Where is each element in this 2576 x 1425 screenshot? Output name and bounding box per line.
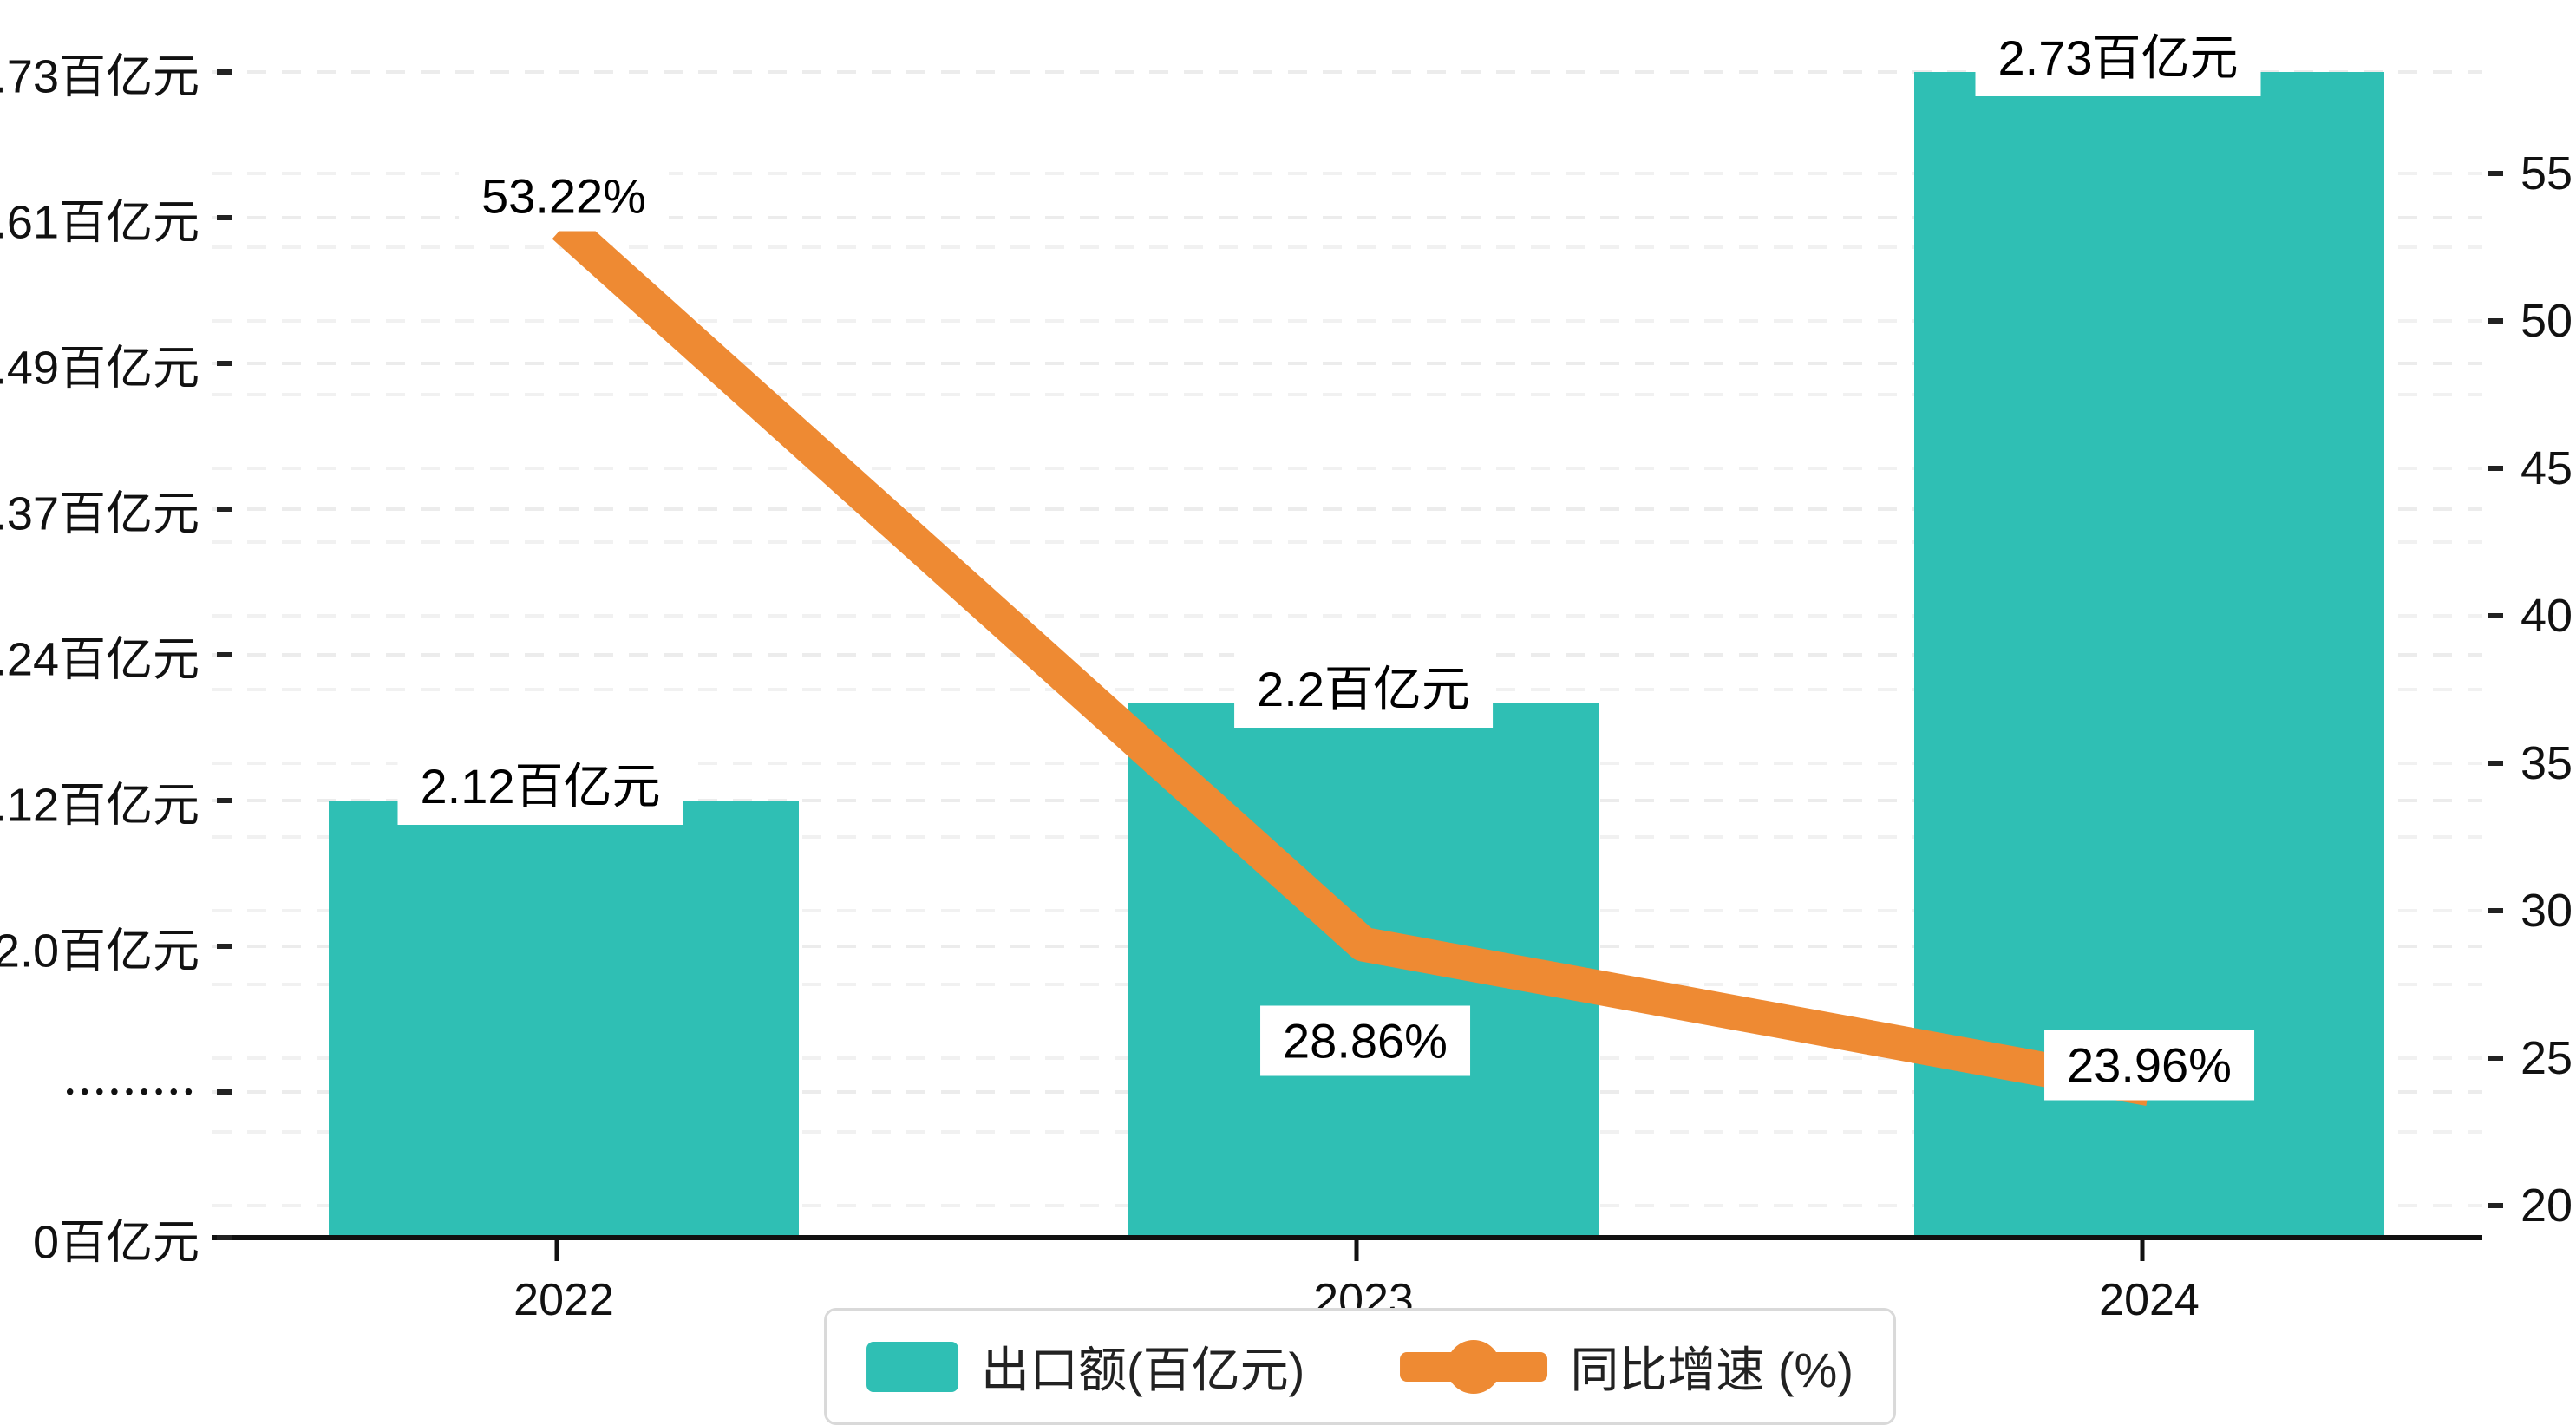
bar-2022[interactable] — [329, 801, 799, 1238]
left-axis-tick-mark — [217, 652, 232, 657]
right-axis-tick-mark — [2488, 1203, 2503, 1208]
left-axis-tick-label: 0百亿元 — [32, 1216, 199, 1269]
left-axis-tick-label: ••••••••• — [66, 1078, 199, 1105]
left-axis-tick-label: 2.37百亿元 — [0, 487, 199, 540]
bar-value-label: 2.73百亿元 — [1975, 12, 2261, 96]
right-axis-tick-mark — [2488, 1056, 2503, 1061]
right-axis-tick-label: 50 — [2520, 295, 2573, 347]
right-axis-tick-label: 25 — [2520, 1032, 2573, 1084]
right-axis-tick-label: 55 — [2520, 147, 2573, 199]
line-value-label: 53.22% — [459, 160, 669, 232]
left-axis-tick-mark — [217, 215, 232, 220]
line-series-icon — [1400, 1339, 1548, 1394]
left-axis-tick-label: 2.0百亿元 — [0, 925, 199, 977]
left-axis-tick-mark — [217, 507, 232, 512]
right-axis-tick-mark — [2488, 171, 2503, 176]
right-axis-tick-mark — [2488, 466, 2503, 471]
left-axis-tick-label: 2.12百亿元 — [0, 779, 199, 832]
right-axis-tick-label: 40 — [2520, 590, 2573, 642]
bar-value-label: 2.2百亿元 — [1234, 644, 1493, 728]
right-axis-tick-mark — [2488, 761, 2503, 766]
right-axis-tick-label: 35 — [2520, 737, 2573, 789]
line-series-dot-icon — [1447, 1339, 1501, 1394]
x-axis-tick-mark — [554, 1240, 559, 1261]
bar-value-label: 2.12百亿元 — [397, 741, 683, 825]
x-axis-tick-mark — [1354, 1240, 1359, 1261]
legend-item-growth[interactable]: 同比增速 (%) — [1400, 1331, 1854, 1402]
legend-label-growth: 同比增速 (%) — [1570, 1343, 1854, 1397]
left-axis-tick-label: 2.49百亿元 — [0, 342, 199, 395]
left-axis-tick-label: 2.24百亿元 — [0, 633, 199, 686]
left-axis-tick-mark — [217, 69, 232, 75]
left-axis-tick-label: 2.61百亿元 — [0, 196, 199, 249]
legend-label-export: 出口额(百亿元) — [981, 1343, 1305, 1397]
line-value-label: 23.96% — [2044, 1030, 2254, 1101]
left-axis-tick-mark — [217, 1235, 232, 1240]
x-axis-label-2024: 2024 — [2099, 1275, 2200, 1325]
x-axis-line — [212, 1235, 2482, 1240]
left-axis-tick-label: 2.73百亿元 — [0, 50, 199, 103]
x-axis-tick-mark — [2140, 1240, 2145, 1261]
bar-series-swatch-icon — [866, 1341, 959, 1392]
legend: 出口额(百亿元) 同比增速 (%) — [824, 1308, 1896, 1425]
left-axis-tick-mark — [217, 361, 232, 366]
right-axis-tick-mark — [2488, 908, 2503, 913]
left-axis-tick-mark — [217, 798, 232, 803]
bar-2023[interactable] — [1128, 703, 1599, 1238]
x-axis-label-2022: 2022 — [513, 1275, 614, 1325]
legend-item-export[interactable]: 出口额(百亿元) — [866, 1331, 1304, 1402]
left-axis-tick-mark — [217, 1089, 232, 1095]
line-value-label: 28.86% — [1260, 1005, 1470, 1076]
right-axis-tick-label: 30 — [2520, 885, 2573, 937]
right-axis-tick-mark — [2488, 318, 2503, 324]
right-axis-tick-mark — [2488, 613, 2503, 618]
left-axis-tick-mark — [217, 944, 232, 949]
right-axis-tick-label: 45 — [2520, 442, 2573, 494]
right-axis-tick-label: 20 — [2520, 1180, 2573, 1232]
